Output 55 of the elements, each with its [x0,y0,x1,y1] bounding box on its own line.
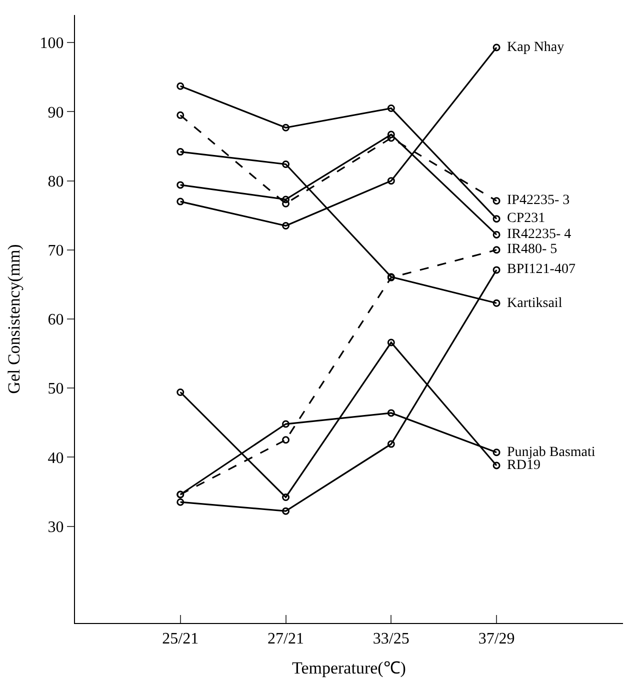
series-label: Punjab Basmati [507,445,596,460]
point [387,130,395,138]
point [492,215,500,223]
point [176,388,184,396]
series-label: CP231 [507,211,546,226]
point [176,148,184,156]
point [387,104,395,112]
y-tick-label: 30 [48,518,64,536]
series-label: RD19 [507,458,540,473]
point [387,409,395,417]
point [176,111,184,119]
point [176,181,184,189]
point [492,299,500,307]
y-tick-label: 100 [40,35,64,52]
x-tick-label: 27/21 [268,630,304,648]
series-label: BPI121-407 [507,262,576,277]
y-tick-label: 40 [48,450,64,467]
series-label: Kap Nhay [507,40,564,55]
x-axis-title: Temperature(℃) [292,658,406,678]
y-tick-label: 50 [48,380,64,398]
y-tick-label: 90 [48,104,64,122]
point [176,198,184,206]
series-label: IP42235- 3 [507,193,570,208]
point [492,230,500,238]
point [492,44,500,52]
y-tick-label: 70 [48,242,64,260]
point [492,462,500,470]
point [492,266,500,274]
series-label: IR42235- 4 [507,227,572,242]
x-tick-label: 33/25 [372,630,410,648]
point [282,200,290,208]
point [387,177,395,185]
point [282,494,290,501]
y-tick-label: 80 [48,173,64,190]
series-label: Kartiksail [507,296,562,311]
point [282,420,290,428]
y-tick-label: 60 [48,312,64,329]
series-label: IR480- 5 [507,242,558,257]
point [492,197,500,205]
y-axis-title: Gel Consistency(mm) [4,244,24,394]
point [282,160,290,168]
point [282,507,290,515]
point [492,448,500,456]
point [282,222,290,230]
point [492,246,500,254]
point [282,196,290,204]
point [282,124,290,132]
point [387,440,395,448]
point [387,134,395,142]
x-tick-label: 37/29 [478,630,515,648]
point [176,498,184,506]
point [176,82,184,90]
point [387,338,395,346]
x-tick-label: 25/21 [162,630,199,648]
point [282,436,290,444]
